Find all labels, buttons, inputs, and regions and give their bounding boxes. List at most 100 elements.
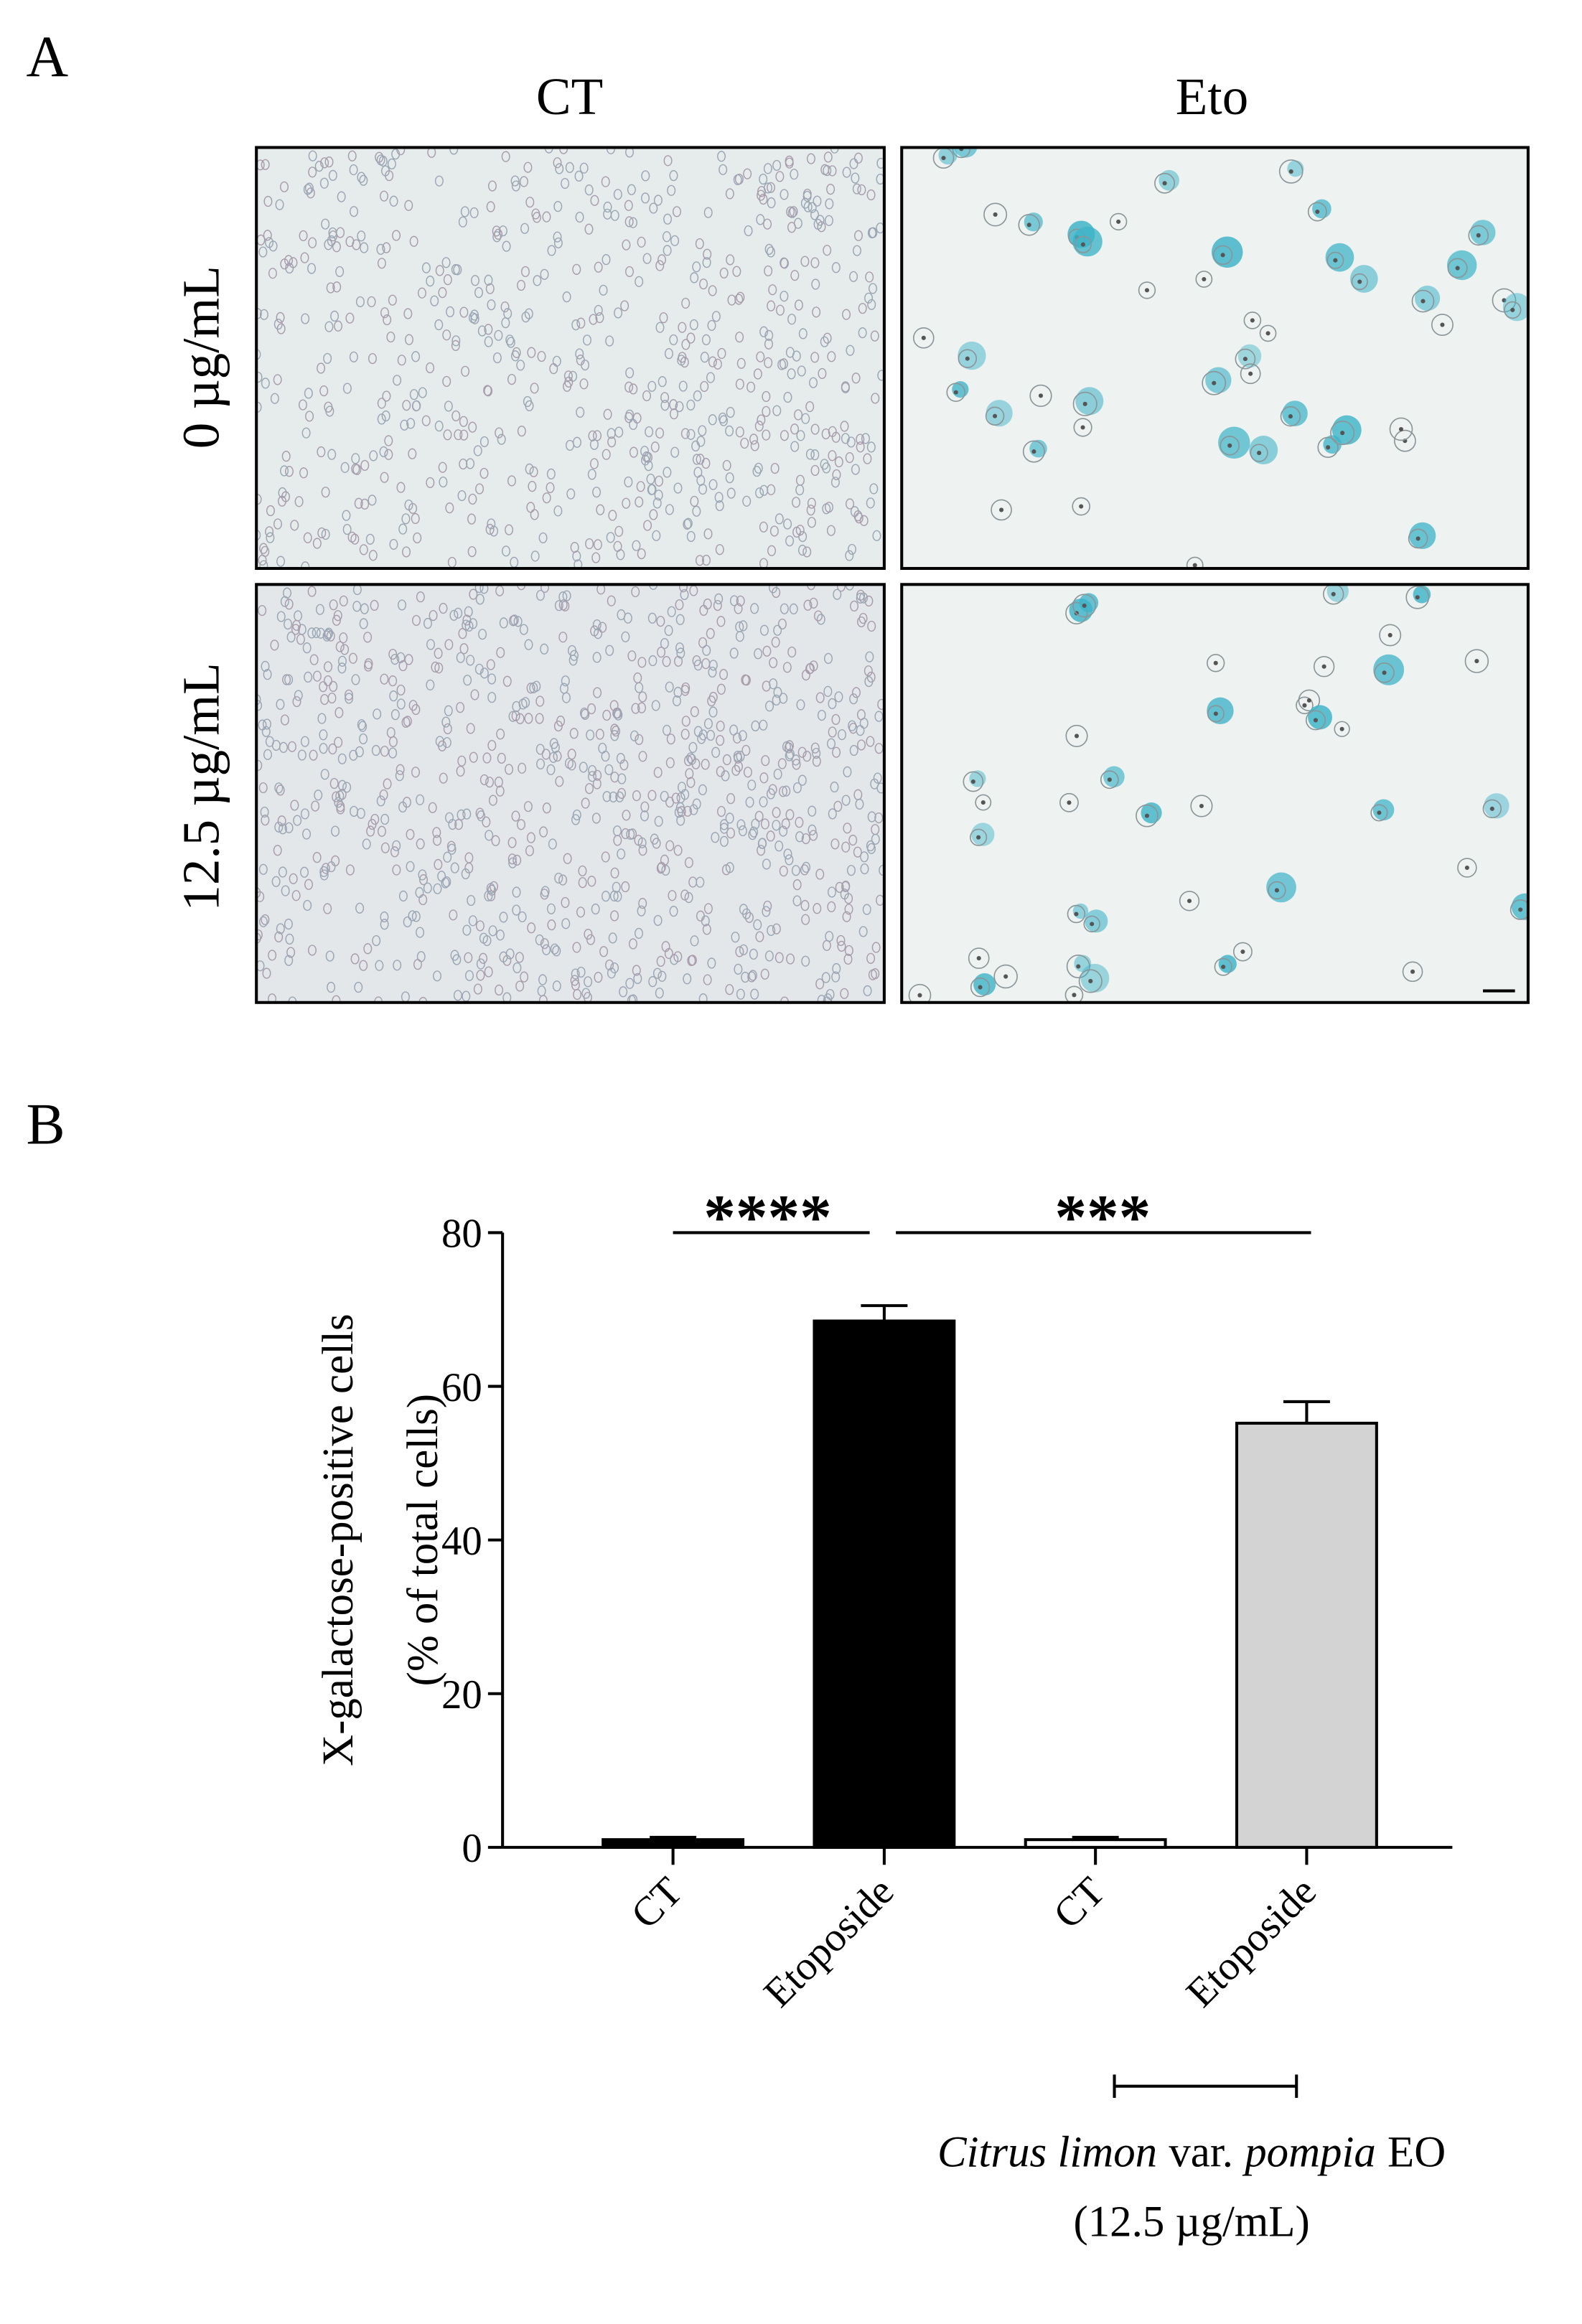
cell	[395, 770, 404, 782]
cell	[469, 751, 478, 763]
cell	[849, 158, 858, 169]
cell	[729, 647, 739, 659]
cell	[336, 803, 345, 815]
stain	[1205, 367, 1232, 393]
cell	[312, 670, 322, 682]
nucleus	[1420, 299, 1426, 304]
cell	[561, 675, 570, 687]
cell	[379, 446, 388, 458]
cell	[512, 886, 521, 898]
cell	[757, 845, 766, 856]
cell	[492, 352, 502, 364]
cell	[688, 741, 698, 754]
cell	[813, 218, 823, 230]
cell	[663, 467, 672, 478]
cell	[384, 435, 393, 446]
cell	[840, 421, 849, 432]
cell	[754, 810, 764, 823]
cell	[442, 329, 451, 341]
cell	[397, 355, 406, 366]
cell	[569, 650, 579, 661]
cell	[321, 863, 330, 874]
cell	[300, 252, 309, 263]
cell	[548, 838, 557, 850]
cell	[798, 328, 808, 339]
cell	[698, 993, 708, 1003]
cell	[287, 741, 296, 752]
cell	[683, 973, 692, 985]
cell	[749, 948, 758, 960]
cell	[505, 764, 514, 775]
cell	[610, 730, 619, 741]
cell	[759, 558, 768, 568]
cell	[653, 914, 663, 927]
cell	[790, 423, 800, 435]
cell	[449, 147, 459, 155]
cell	[349, 749, 358, 761]
cell	[510, 175, 520, 187]
cell	[756, 214, 765, 225]
cell	[610, 867, 619, 878]
cell	[828, 808, 837, 820]
cell	[475, 594, 485, 605]
cell	[546, 468, 556, 480]
cell	[601, 851, 610, 863]
cell	[632, 965, 641, 976]
cell	[398, 523, 408, 535]
image-frame	[900, 146, 1530, 571]
cell	[423, 882, 432, 894]
cell	[742, 495, 752, 507]
cell	[531, 208, 540, 220]
cell	[619, 759, 629, 771]
cell	[736, 357, 746, 369]
cell	[487, 692, 497, 703]
cell	[663, 245, 672, 256]
cell	[766, 246, 775, 258]
stain	[1207, 697, 1234, 725]
cell	[359, 733, 368, 745]
cell	[258, 916, 268, 927]
cell	[592, 652, 602, 663]
cell	[453, 990, 462, 1001]
cell	[492, 231, 502, 243]
cell	[761, 755, 770, 767]
cell	[329, 777, 339, 789]
cell	[753, 368, 762, 380]
cell	[380, 746, 389, 757]
nucleus	[1144, 288, 1150, 293]
cell	[632, 540, 641, 551]
cell	[663, 155, 673, 167]
cell	[529, 682, 538, 694]
cell	[495, 984, 504, 996]
cell	[688, 955, 697, 966]
cell	[679, 584, 688, 593]
cell	[596, 504, 605, 515]
cell	[864, 675, 874, 688]
cell	[367, 296, 376, 308]
cell	[462, 924, 472, 936]
cell	[627, 995, 636, 1003]
cell	[314, 789, 323, 801]
cell	[497, 752, 506, 764]
nucleus	[999, 507, 1004, 512]
cell	[1334, 721, 1350, 737]
cell	[781, 818, 790, 830]
cell	[797, 774, 807, 786]
cell	[503, 308, 512, 319]
cell	[869, 227, 878, 238]
cell	[540, 268, 549, 280]
cell	[319, 743, 328, 754]
cell	[469, 309, 479, 321]
cell	[741, 674, 750, 685]
cell	[759, 173, 768, 185]
cell	[644, 460, 653, 472]
cell	[1243, 311, 1262, 329]
cell	[349, 164, 358, 176]
cell	[507, 373, 516, 385]
cell	[413, 959, 422, 970]
stain	[1080, 963, 1110, 993]
stain	[1282, 400, 1308, 426]
cell	[610, 910, 619, 922]
cell	[768, 584, 777, 594]
cell	[587, 469, 596, 480]
